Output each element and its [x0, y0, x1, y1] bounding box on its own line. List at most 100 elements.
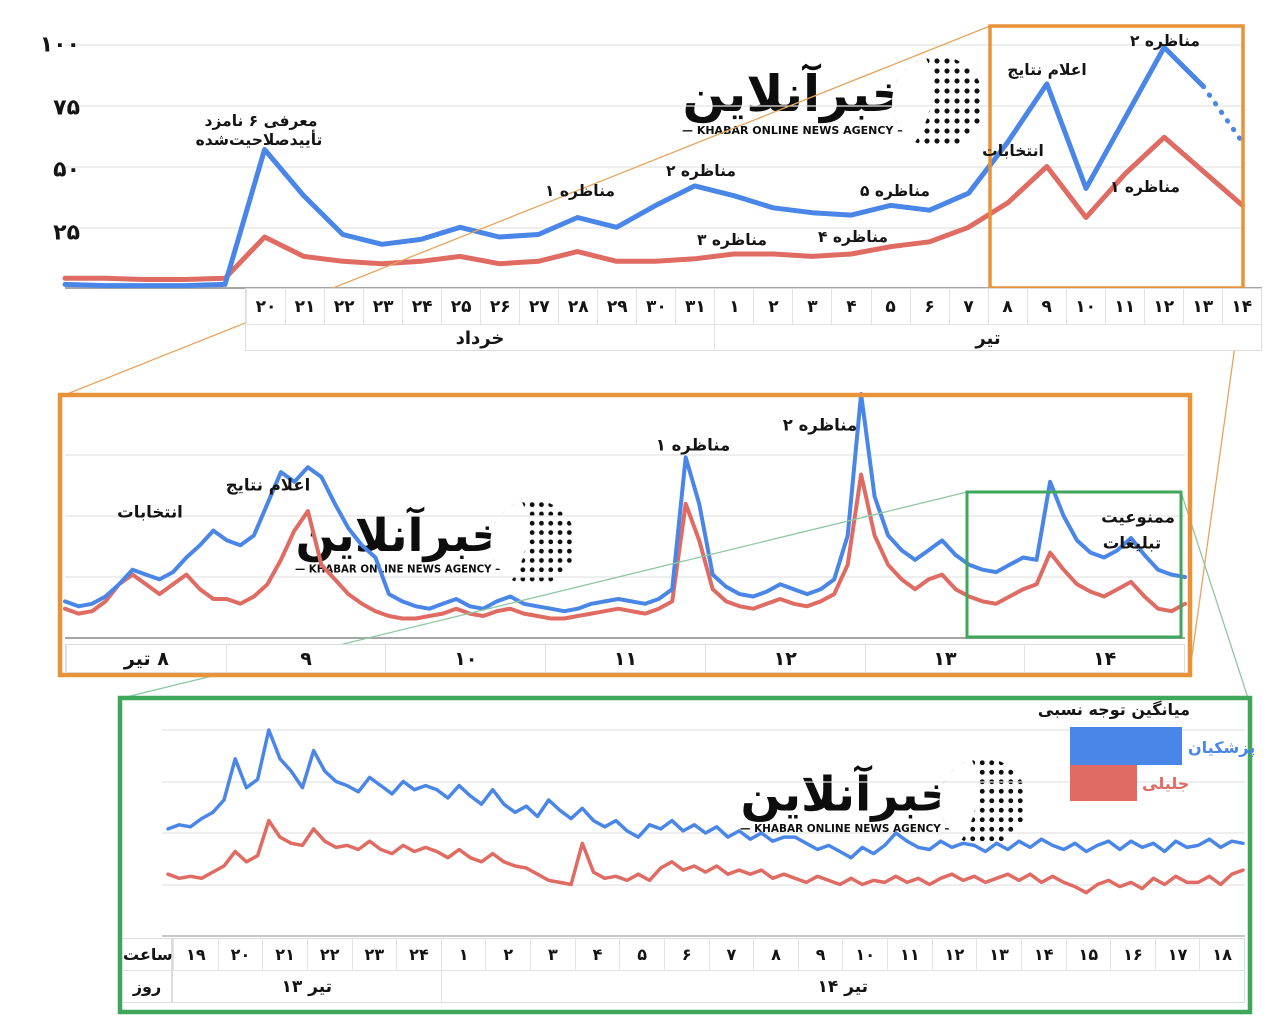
day-tick: ۱۳ [864, 645, 1025, 672]
day-tick: ۲۴ [402, 289, 441, 324]
bottom-day-row: تیر ۱۳ تیر ۱۴ [173, 971, 1244, 1002]
day-tick: ۲۶ [480, 289, 519, 324]
logo-brand-text: خبرآنلاین [682, 65, 910, 123]
day-tick: ۳۱ [675, 289, 714, 324]
day-tick: ۱۲ [1143, 289, 1183, 324]
hour-tick: ۱۳ [976, 939, 1021, 970]
hour-tick: ۲۱ [262, 939, 307, 970]
day-row-header: روز [132, 977, 162, 996]
day-tick: ۲ [753, 289, 792, 324]
hour-tick: ۲۴ [396, 939, 441, 970]
hour-tick: ۳ [530, 939, 575, 970]
annotation-debate-1: مناظره ۱ [655, 435, 731, 455]
khabaronline-logo: خبرآنلاین — KHABAR ONLINE NEWS AGENCY — [295, 500, 577, 586]
day-tick: ۲۰ [246, 289, 285, 324]
logo-brand-text: خبرآنلاین [740, 766, 956, 822]
hour-tick: ۷ [708, 939, 754, 970]
middle-chart-gridlines [65, 454, 1185, 578]
legend-label-pezeshkian: پزشکیان [1188, 738, 1256, 757]
top-month-row: خرداد تیر [246, 325, 1261, 351]
bottom-chart-x-axis: ۱۹ ۲۰ ۲۱ ۲۲ ۲۳ ۲۴ ۱ ۲ ۳ ۴ ۵ ۶ ۷ ۸ ۹ ۱۰ ۱۱ ۱۲ ۱۳ ۱۴ ۱۵ ۱۶ ۱۷ ۱۸ … [172, 938, 1245, 1003]
hour-tick: ۱۷ [1154, 939, 1200, 970]
day-tick: ۱۴ [1221, 289, 1261, 324]
annotation-debate-5: مناظره ۵ [859, 182, 931, 200]
annotation-round2-debate-2: مناظره ۲ [1129, 32, 1201, 50]
annotation-candidates-line1: معرفی ۶ نامزد [204, 112, 318, 130]
annotation-debate-2: مناظره ۲ [782, 415, 858, 435]
hour-tick: ۱۴ [1020, 939, 1066, 970]
globe-icon [490, 500, 577, 586]
day-tick: ۴ [831, 289, 870, 324]
top-chart-x-axis: ۲۰ ۲۱ ۲۲ ۲۳ ۲۴ ۲۵ ۲۶ ۲۷ ۲۸ ۲۹ ۳۰ ۳۱ ۱ ۲ ۳ ۴ ۵ ۶ ۷ ۸ ۹ ۱۰ ۱۱ ۱۲ ۱… [245, 288, 1262, 351]
zoom-annotations [57, 24, 1253, 1015]
logo-caption-text: — KHABAR ONLINE NEWS AGENCY — [740, 822, 955, 835]
day-tick: ۱۱ [545, 645, 705, 672]
annotation-election: انتخابات [117, 502, 183, 522]
day-tick: ۶ [909, 289, 949, 324]
hour-row-header: ساعت [123, 945, 173, 964]
hour-tick: ۴ [574, 939, 620, 970]
logo-brand-text: خبرآنلاین [295, 508, 506, 563]
day-tick: ۱ [714, 289, 753, 324]
hour-tick: ۱۸ [1199, 939, 1244, 970]
day-tir13: تیر ۱۳ [281, 976, 333, 997]
y-tick-100: ۱۰۰ [39, 32, 80, 58]
bottom-axis-headers: ساعت روز [122, 938, 173, 1003]
annotation-results: اعلام نتایج [1007, 61, 1087, 79]
logo-caption-text: — KHABAR ONLINE NEWS AGENCY — [295, 563, 506, 576]
legend-title: میانگین توجه نسبی [1037, 700, 1190, 719]
middle-chart-frame [57, 392, 1193, 678]
annotation-ban-line1: ممنوعیت [1101, 507, 1175, 527]
day-tick: ۲۷ [519, 289, 558, 324]
hour-tick: ۲۳ [351, 939, 397, 970]
hour-tick: ۵ [619, 939, 664, 970]
globe-icon [939, 758, 1028, 846]
hour-tick: ۲ [485, 939, 530, 970]
hour-tick: ۱۶ [1110, 939, 1155, 970]
day-tick: ۲۳ [363, 289, 402, 324]
annotation-debate-3: مناظره ۳ [696, 231, 768, 249]
day-tick: ۵ [870, 289, 910, 324]
day-tick: ۱۴ [1024, 645, 1184, 672]
hour-tick: ۲۰ [217, 939, 263, 970]
legend-bar-pezeshkian [1070, 727, 1182, 765]
hour-tick: ۲۲ [306, 939, 352, 970]
day-tick: ۲۲ [324, 289, 363, 324]
hour-tick: ۱ [440, 939, 486, 970]
hour-tick: ۱۲ [931, 939, 977, 970]
globe-icon [892, 56, 985, 148]
hour-tick: ۹ [797, 939, 843, 970]
day-tick: ۱۲ [704, 645, 865, 672]
day-tick: ۱۱ [1104, 289, 1144, 324]
annotation-candidates-line2: تأییدصلاحیت‌شده [195, 131, 323, 149]
annotation-election: انتخابات [982, 142, 1044, 160]
day-tir14: تیر ۱۴ [440, 971, 1245, 1002]
month-khordad: خرداد [455, 327, 505, 349]
khabaronline-logo: خبرآنلاین — KHABAR ONLINE NEWS AGENCY — [740, 758, 1028, 846]
hour-tick: ۶ [663, 939, 709, 970]
day-tick: ۲۹ [597, 289, 636, 324]
day-tick: ۹ [225, 645, 386, 672]
legend-label-jalili: جلیلی [1142, 774, 1190, 793]
day-tick: ۷ [948, 289, 988, 324]
day-tick: ۸ [987, 289, 1027, 324]
top-day-row: ۲۰ ۲۱ ۲۲ ۲۳ ۲۴ ۲۵ ۲۶ ۲۷ ۲۸ ۲۹ ۳۰ ۳۱ ۱ ۲ ۳ ۴ ۵ ۶ ۷ ۸ ۹ ۱۰ ۱۱ ۱۲ ۱… [246, 289, 1261, 325]
legend-bar-jalili [1070, 765, 1137, 801]
middle-day-row: ۸ تیر ۹ ۱۰ ۱۱ ۱۲ ۱۳ ۱۴ [66, 645, 1184, 672]
day-tick: ۲۱ [285, 289, 324, 324]
day-tick: ۲۸ [558, 289, 597, 324]
hour-tick: ۱۱ [887, 939, 932, 970]
day-tick: ۹ [1026, 289, 1066, 324]
khabaronline-logo: خبرآنلاین — KHABAR ONLINE NEWS AGENCY — [682, 56, 985, 148]
day-tick: ۸ تیر [66, 645, 226, 672]
annotation-round2-debate-1: مناظره ۱ [1109, 178, 1181, 196]
hour-tick: ۱۰ [842, 939, 887, 970]
day-tick: ۳۰ [636, 289, 675, 324]
hour-tick: ۱۵ [1065, 939, 1111, 970]
y-tick-25: ۲۵ [53, 220, 80, 246]
annotation-ban-line2: تبلیغات [1102, 533, 1162, 553]
annotation-results: اعلام نتایج [225, 475, 311, 495]
hour-tick: ۸ [753, 939, 798, 970]
